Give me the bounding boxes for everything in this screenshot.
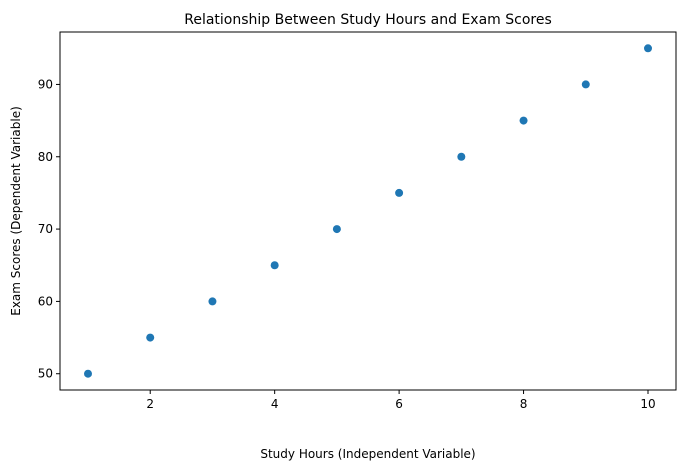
y-axis-label: Exam Scores (Dependent Variable) (9, 106, 23, 316)
data-point (395, 188, 404, 197)
data-point (146, 333, 155, 342)
data-point (84, 369, 92, 378)
y-tick-label: 50 (38, 367, 53, 381)
y-tick-label: 80 (38, 150, 53, 164)
data-point (208, 297, 217, 306)
x-axis-label: Study Hours (Independent Variable) (260, 447, 475, 461)
data-points (84, 44, 652, 378)
x-tick-label: 10 (640, 397, 655, 411)
y-tick-label: 90 (38, 77, 53, 91)
x-axis-ticks: 2 4 6 8 10 (146, 390, 656, 411)
plot-area: 2 4 6 8 10 50 60 70 80 90 (38, 31, 677, 411)
y-tick-label: 60 (38, 294, 53, 308)
data-point (270, 261, 279, 270)
x-tick-label: 2 (146, 397, 154, 411)
y-axis-ticks: 50 60 70 80 90 (38, 77, 60, 381)
data-point (519, 116, 528, 125)
data-point (457, 152, 466, 161)
x-tick-label: 8 (520, 397, 528, 411)
plot-frame (59, 31, 677, 391)
data-point (644, 44, 652, 53)
chart-title: Relationship Between Study Hours and Exa… (184, 12, 552, 28)
x-tick-label: 6 (395, 397, 403, 411)
x-tick-label: 4 (271, 397, 279, 411)
y-tick-label: 70 (38, 222, 53, 236)
data-point (332, 225, 341, 234)
data-point (581, 80, 590, 89)
